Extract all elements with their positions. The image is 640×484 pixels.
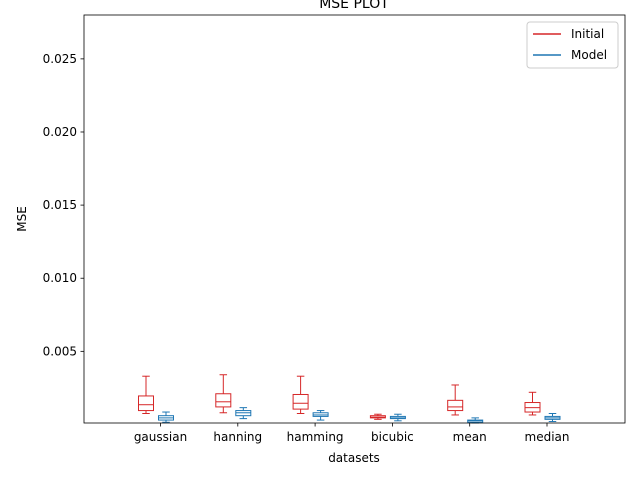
axes-frame: [83, 14, 626, 424]
y-tick-label: 0.005: [43, 344, 77, 358]
x-tick-label-gaussian: gaussian: [134, 430, 187, 444]
box-initial-hamming: [292, 375, 309, 414]
y-axis-label: MSE: [15, 206, 29, 232]
y-tick-label: 0.010: [43, 271, 77, 285]
box-initial-median: [524, 391, 541, 416]
chart-title: MSE PLOT: [319, 0, 389, 12]
y-tick-label: 0.020: [43, 125, 77, 139]
axes: 0.005 0.010 0.015 0.020 0.025 gaussian hanning…: [43, 14, 626, 444]
box-initial-hanning: [215, 374, 232, 414]
iqr-box: [138, 395, 154, 412]
y-tick-label: 0.015: [43, 198, 77, 212]
iqr-box: [292, 393, 309, 410]
legend-label-initial: Initial: [571, 27, 604, 41]
x-tick-label-bicubic: bicubic: [371, 430, 414, 444]
box-initial-mean: [447, 384, 464, 416]
box-model-gaussian: [158, 411, 174, 423]
box-model-bicubic: [389, 413, 406, 422]
iqr-box: [447, 399, 464, 412]
box-model-hanning: [235, 407, 252, 420]
box-model-hamming: [312, 410, 329, 421]
x-tick-label-median: median: [525, 430, 570, 444]
legend-label-model: Model: [571, 48, 607, 62]
x-tick-label-hamming: hamming: [287, 430, 344, 444]
plot-area: [138, 374, 561, 424]
y-tick-label: 0.025: [43, 52, 77, 66]
x-tick-label-mean: mean: [453, 430, 487, 444]
box-initial-gaussian: [138, 375, 154, 414]
x-axis-label: datasets: [328, 451, 380, 465]
iqr-box: [215, 393, 232, 408]
box-model-median: [544, 412, 561, 423]
box-initial-bicubic: [369, 413, 386, 420]
x-tick-label-hanning: hanning: [213, 430, 262, 444]
legend: Initial Model: [526, 21, 619, 69]
